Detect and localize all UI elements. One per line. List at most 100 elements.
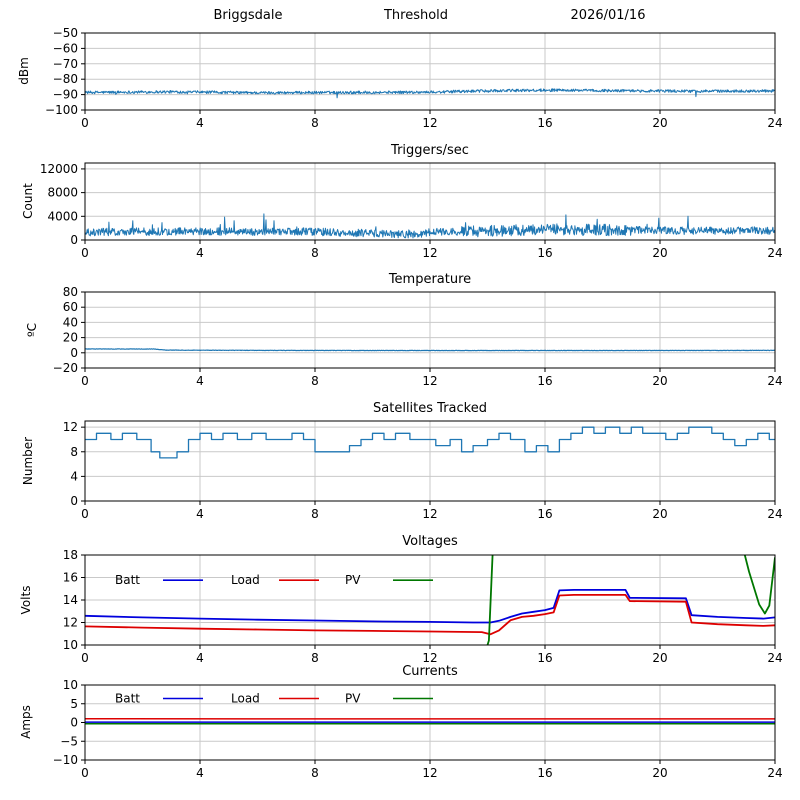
x-tick-label: 16 [537,116,552,130]
x-tick-label: 16 [537,651,552,665]
legend-label-PV: PV [345,692,361,706]
y-tick-label: 14 [63,593,78,607]
y-tick-label: 5 [70,697,78,711]
x-tick-label: 12 [422,766,437,780]
x-tick-label: 16 [537,507,552,521]
x-tick-label: 12 [422,246,437,260]
legend-label-Batt: Batt [115,573,140,587]
chart-title-triggers: Triggers/sec [391,143,469,158]
x-tick-label: 16 [537,374,552,388]
x-tick-label: 4 [196,766,204,780]
x-tick-label: 12 [422,507,437,521]
y-tick-label: 12 [63,420,78,434]
x-tick-label: 16 [537,246,552,260]
y-tick-label: 4 [70,469,78,483]
x-tick-label: 12 [422,651,437,665]
x-tick-label: 12 [422,374,437,388]
series-sats [85,426,775,459]
y-tick-label: −10 [53,753,78,767]
y-tick-label: 18 [63,548,78,562]
y-tick-label: 60 [63,300,78,314]
x-tick-label: 8 [311,116,319,130]
x-tick-label: 4 [196,116,204,130]
panel-triggers: 0 4 8 12 16 20 24 0 4000 8000 12000 [40,162,783,260]
x-tick-label: 20 [652,246,667,260]
ylabel-amps: Amps [19,705,33,739]
y-tick-label: 40 [63,315,78,329]
y-tick-label: 16 [63,571,78,585]
x-tick-label: 24 [767,651,782,665]
x-tick-label: 4 [196,374,204,388]
x-tick-label: 8 [311,766,319,780]
y-tick-label: 12 [63,616,78,630]
x-tick-label: 24 [767,116,782,130]
x-tick-label: 24 [767,246,782,260]
x-tick-label: 20 [652,374,667,388]
panel-threshold: 0 4 8 12 16 20 24 −100−90 −80−70 −60−50 [45,26,783,130]
x-tick-label: 8 [311,507,319,521]
ylabel-degc: ºC [25,322,39,338]
x-tick-label: 0 [81,651,89,665]
series-dBm [85,88,775,99]
y-tick-label: −70 [53,57,78,71]
panel-satellites: 0 4 8 12 16 20 24 0 4 8 12 [63,420,783,521]
x-tick-label: 20 [652,507,667,521]
y-tick-label: 80 [63,285,78,299]
legend-label-PV: PV [345,573,361,587]
y-tick-label: −90 [53,88,78,102]
y-tick-label: −80 [53,72,78,86]
y-tick-label: −20 [53,361,78,375]
chart-title-satellites: Satellites Tracked [373,401,487,416]
x-tick-label: 20 [652,766,667,780]
x-tick-label: 4 [196,651,204,665]
series-Load [85,594,775,636]
x-tick-label: 0 [81,766,89,780]
y-tick-label: 8000 [47,186,78,200]
y-tick-label: 10 [63,678,78,692]
x-tick-label: 20 [652,116,667,130]
y-tick-label: −50 [53,26,78,40]
chart-title-temperature: Temperature [388,272,472,287]
x-tick-label: 8 [311,246,319,260]
header-date: 2026/01/16 [570,8,646,23]
x-tick-label: 4 [196,507,204,521]
x-tick-label: 24 [767,374,782,388]
x-tick-label: 16 [537,766,552,780]
y-tick-label: 0 [70,233,78,247]
y-tick-label: −100 [45,103,78,117]
ylabel-count: Count [21,183,35,219]
x-tick-label: 8 [311,374,319,388]
x-tick-label: 8 [311,651,319,665]
y-tick-label: 0 [70,716,78,730]
y-tick-label: 0 [70,346,78,360]
chart-title-threshold: Threshold [383,8,449,23]
x-tick-label: 12 [422,116,437,130]
x-tick-label: 24 [767,507,782,521]
y-tick-label: 12000 [40,162,78,176]
y-tick-label: 8 [70,445,78,459]
panel-currents: 0 4 8 12 16 20 24 −10 −5 0 5 10 Batt Load PV [53,678,783,780]
x-tick-label: 0 [81,507,89,521]
ylabel-number: Number [21,436,35,486]
x-tick-label: 4 [196,246,204,260]
ylabel-dbm: dBm [17,57,31,85]
x-tick-label: 0 [81,246,89,260]
y-tick-label: 10 [63,638,78,652]
series-PV [486,555,775,645]
y-tick-label: −5 [60,734,78,748]
legend-label-Batt: Batt [115,692,140,706]
x-tick-label: 20 [652,651,667,665]
legend-label-Load: Load [231,573,260,587]
series-Batt [85,589,775,624]
panel-voltages: 0 4 8 12 16 20 24 10 12 14 16 18 Batt Load PV [63,548,783,665]
station-name: Briggsdale [213,8,283,23]
x-tick-label: 0 [81,116,89,130]
y-tick-label: −60 [53,41,78,55]
y-tick-label: 0 [70,494,78,508]
y-tick-label: 20 [63,331,78,345]
series-count [85,213,775,239]
chart-title-currents: Currents [402,664,458,679]
